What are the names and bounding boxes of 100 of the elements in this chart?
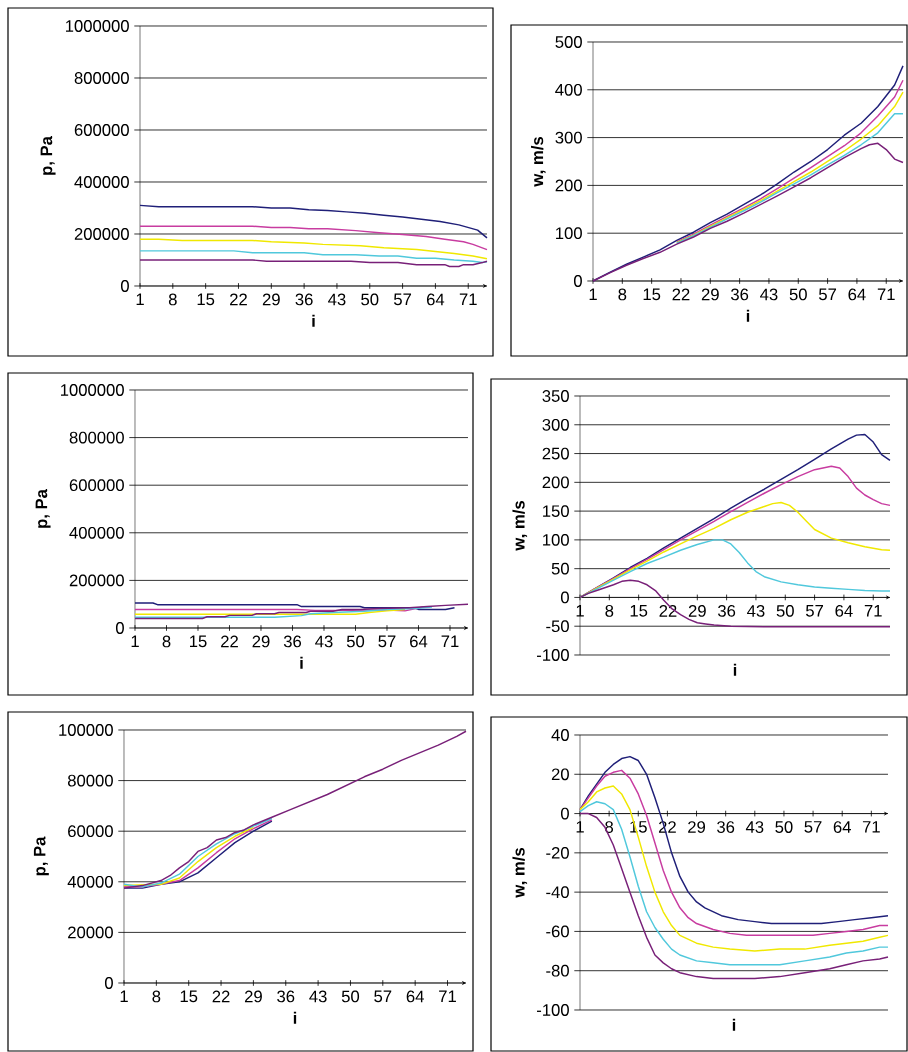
x-tick-label: 64 (835, 605, 853, 617)
x-tick-label: 64 (410, 635, 428, 648)
x-tick-label: 43 (309, 990, 327, 1003)
y-tick-label: 400 (555, 83, 582, 96)
x-tick-label: 36 (717, 821, 735, 833)
x-tick-label: 57 (805, 605, 824, 617)
x-tick-label: 29 (688, 605, 706, 617)
y-tick-label: 500 (555, 36, 582, 48)
x-tick-label: 50 (776, 605, 794, 617)
x-tick-label: 22 (221, 635, 238, 648)
y-tick-label: 350 (542, 390, 569, 402)
x-axis-title: i (293, 1011, 297, 1024)
x-tick-label: 71 (439, 990, 456, 1003)
y-tick-label: -60 (546, 925, 569, 938)
x-tick-label: 22 (212, 990, 230, 1003)
y-tick-label: 600000 (69, 479, 124, 492)
x-tick-label: 64 (406, 990, 424, 1003)
x-tick-label: 15 (180, 990, 198, 1003)
y-tick-label: 200000 (74, 228, 129, 240)
x-tick-label: 29 (262, 293, 280, 306)
y-tick-label: 50 (551, 562, 569, 575)
y-tick-label: 40000 (67, 875, 113, 888)
y-tick-label: 20000 (68, 926, 113, 939)
x-axis-title: i (300, 656, 303, 669)
y-axis-title: w, m/s (530, 137, 546, 187)
x-tick-label: 57 (393, 293, 412, 306)
x-tick-label: 50 (346, 635, 365, 648)
y-tick-label: 0 (115, 622, 124, 634)
x-tick-label: 1 (131, 635, 139, 648)
x-tick-label: 36 (277, 990, 295, 1003)
y-tick-label: 0 (120, 280, 129, 292)
x-tick-label: 43 (315, 635, 333, 648)
x-tick-label: 36 (730, 288, 749, 301)
x-tick-label: 1 (136, 293, 144, 306)
y-tick-label: -40 (546, 886, 569, 899)
y-tick-label: 250 (542, 447, 569, 460)
y-tick-label: 0 (560, 591, 569, 604)
x-tick-label: 22 (230, 293, 247, 306)
x-tick-label: 8 (618, 288, 627, 301)
x-tick-label: 8 (605, 605, 614, 617)
x-tick-label: 29 (701, 288, 719, 301)
y-axis-title: p, Pa (35, 488, 51, 528)
x-tick-label: 43 (747, 605, 765, 617)
y-tick-label: 200 (542, 476, 569, 489)
x-tick-label: 43 (328, 293, 346, 306)
x-tick-label: 15 (643, 288, 661, 301)
x-tick-label: 8 (152, 990, 161, 1003)
x-tick-label: 57 (378, 635, 396, 648)
x-tick-label: 8 (168, 293, 177, 306)
x-tick-label: 1 (589, 288, 597, 301)
y-tick-label: 0 (573, 275, 582, 287)
y-tick-label: 400000 (69, 526, 124, 539)
x-tick-label: 1 (120, 990, 128, 1003)
y-tick-label: -50 (546, 620, 569, 633)
x-axis-title: i (732, 1018, 736, 1031)
x-axis-title: i (312, 314, 315, 327)
x-tick-label: 43 (760, 288, 778, 301)
x-tick-label: 43 (745, 821, 764, 833)
y-tick-label: 300 (555, 131, 582, 144)
line-series (134, 603, 469, 620)
y-tick-label: 40 (551, 729, 569, 741)
x-tick-label: 8 (162, 635, 171, 648)
x-tick-label: 57 (804, 821, 822, 833)
x-tick-label: 64 (426, 293, 445, 306)
y-tick-label: 0 (560, 807, 569, 820)
y-tick-label: 800000 (74, 72, 129, 84)
x-tick-label: 29 (252, 635, 270, 648)
x-tick-label: 29 (688, 821, 706, 833)
x-tick-label: 50 (341, 990, 360, 1003)
x-tick-label: 36 (283, 635, 302, 648)
y-tick-label: 150 (543, 505, 569, 518)
x-axis-title: i (746, 309, 750, 322)
x-tick-label: 71 (441, 635, 459, 648)
x-tick-label: 15 (190, 635, 207, 648)
y-axis-title: w, m/s (512, 501, 528, 551)
x-tick-label: 71 (862, 821, 880, 833)
x-tick-label: 36 (717, 605, 736, 617)
x-tick-label: 64 (848, 288, 866, 301)
x-tick-label: 36 (295, 293, 313, 306)
y-tick-label: -100 (536, 1004, 569, 1016)
y-tick-label: 100 (543, 533, 569, 546)
y-tick-label: 300 (542, 418, 569, 431)
x-tick-label: 29 (244, 990, 262, 1003)
x-tick-label: 22 (672, 288, 690, 301)
y-tick-label: 0 (104, 977, 113, 989)
x-tick-label: 15 (630, 605, 648, 617)
y-tick-label: 100000 (59, 724, 113, 736)
x-tick-label: 1 (576, 605, 584, 617)
x-tick-label: 1 (576, 821, 584, 833)
x-axis-title: i (733, 663, 737, 676)
y-tick-label: 400000 (74, 176, 129, 188)
y-axis-title: p, Pa (40, 135, 56, 175)
x-tick-label: 64 (833, 821, 851, 833)
y-tick-label: 20 (551, 768, 569, 781)
x-tick-label: 71 (877, 288, 895, 301)
line-series (123, 826, 255, 887)
y-tick-label: 60000 (68, 825, 113, 838)
y-tick-label: 80000 (67, 774, 113, 787)
x-tick-label: 50 (789, 288, 807, 301)
y-tick-label: 600000 (74, 124, 129, 136)
